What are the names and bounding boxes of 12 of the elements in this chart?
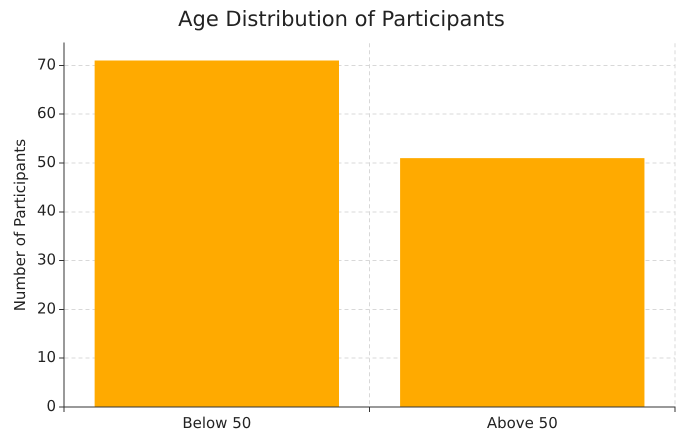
x-tick-label: Above 50 xyxy=(486,414,558,432)
y-tick-label: 20 xyxy=(36,299,56,318)
y-tick-label: 0 xyxy=(46,396,56,415)
y-tick-label: 40 xyxy=(36,202,56,220)
y-tick-label: 50 xyxy=(36,152,56,171)
y-tick-label: 70 xyxy=(36,55,56,74)
chart-title: Age Distribution of Participants xyxy=(178,7,505,32)
y-tick-label: 30 xyxy=(36,250,56,268)
x-tick-label: Below 50 xyxy=(182,414,252,432)
y-tick-label: 60 xyxy=(36,104,56,122)
y-axis-title: Number of Participants xyxy=(10,138,29,312)
y-tick-label: 10 xyxy=(36,348,56,366)
